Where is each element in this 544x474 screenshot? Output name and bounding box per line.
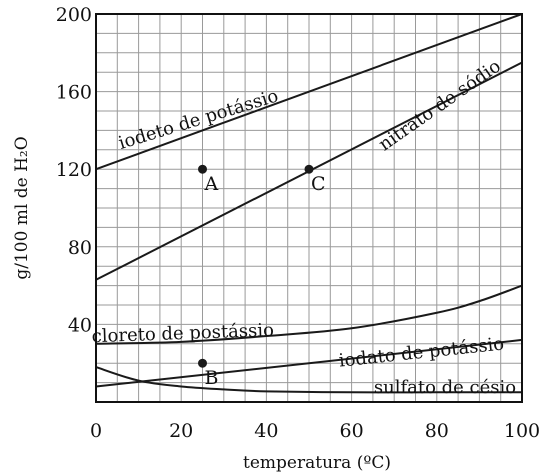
series-line-cloreto-de-potassio [95,284,523,345]
point-b-marker [198,358,207,368]
series-label-sulfato-de-cesio: sulfato de césio [374,377,516,398]
x-tick-labels: 0 20 40 60 80 100 [90,420,540,442]
point-c-marker [304,164,314,174]
y-tick-labels: 40 80 120 160 200 [56,4,92,336]
y-axis-title: g/100 ml de H₂O [12,136,32,279]
series-line-iodato-de-potassio [95,338,523,388]
plot-frame [95,13,523,403]
series-line-iodeto-de-potassio [95,13,523,171]
x-axis-title: temperatura (ºC) [243,453,391,473]
series-label-iodeto-de-potassio: iodeto de potássio [116,85,281,154]
x-tick-label: 20 [169,420,193,442]
y-tick-label: 160 [56,82,92,104]
grid [96,14,522,402]
point-b-label: B [205,367,219,389]
x-tick-label: 40 [254,420,278,442]
x-tick-label: 80 [425,420,449,442]
y-tick-label: 200 [56,4,92,26]
point-c-label: C [311,173,326,195]
point-a-label: A [204,173,219,195]
point-a-marker [198,164,207,174]
y-tick-label: 120 [56,159,92,181]
y-tick-label: 40 [68,314,92,336]
x-tick-label: 60 [340,420,364,442]
x-tick-label: 100 [504,420,540,442]
y-tick-label: 80 [68,237,92,259]
data-points: A B C [198,164,326,389]
x-tick-label: 0 [90,420,102,442]
series-label-iodato-de-potassio: iodato de potássio [338,333,505,371]
series-labels: iodeto de potássio nitrato de sódiocloret… [91,56,516,398]
series-line-sulfato-de-cesio [95,366,522,394]
